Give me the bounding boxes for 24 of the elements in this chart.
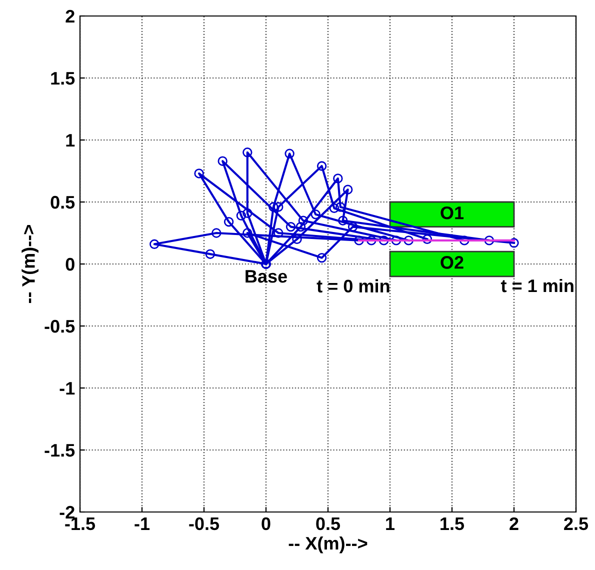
x-tick-label: 0 <box>262 517 270 530</box>
x-tick-label: -0.5 <box>189 517 220 530</box>
y-tick-label: 0.5 <box>50 196 75 209</box>
x-axis-title: -- X(m)--> <box>288 536 368 554</box>
y-tick-label: -0.5 <box>44 320 75 333</box>
x-tick-label: 2 <box>510 517 518 530</box>
x-tick-label: 1.5 <box>440 518 464 530</box>
x-tick-label: 2.5 <box>564 517 588 530</box>
annotation: t = 1 min <box>500 278 574 292</box>
y-tick-label: -2 <box>60 506 74 519</box>
y-tick-label: -1 <box>60 382 75 395</box>
y-tick-label: -1.5 <box>44 444 75 457</box>
annotation: t = 0 min <box>316 279 390 293</box>
x-tick-label: 0.5 <box>316 517 340 530</box>
y-tick-label: 1 <box>66 134 75 147</box>
annotation: Base <box>246 270 287 283</box>
series-label: O2 <box>440 256 464 269</box>
x-tick-label: 1 <box>386 518 395 530</box>
series-label: O1 <box>440 206 464 220</box>
y-tick-label: 0 <box>66 258 74 271</box>
y-tick-label: 2 <box>66 10 74 23</box>
y-axis-title: -- Y(m)--> <box>22 225 38 304</box>
x-tick-label: -1 <box>134 518 150 530</box>
y-tick-label: 1.5 <box>51 72 75 85</box>
